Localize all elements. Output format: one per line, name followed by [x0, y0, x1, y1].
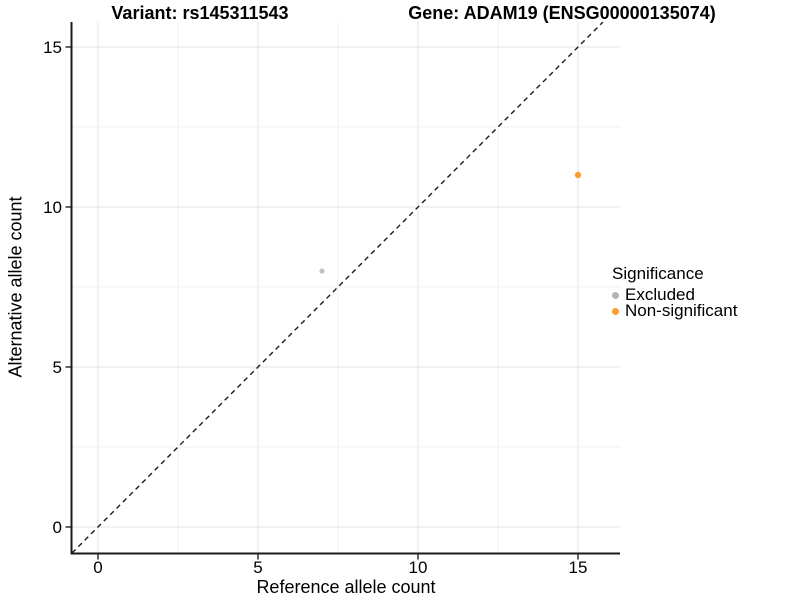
legend-item-label: Non-significant: [625, 301, 738, 320]
legend: Significance Excluded Non-significant: [612, 264, 738, 320]
legend-item-non-significant: Non-significant: [612, 301, 738, 320]
y-tick-label: 10: [43, 198, 62, 217]
legend-dot-icon: [612, 307, 619, 315]
legend-item-excluded: Excluded: [612, 285, 737, 304]
y-tick-label: 5: [53, 358, 62, 377]
legend-item-label: Excluded: [625, 285, 695, 304]
legend-title: Significance: [612, 264, 704, 283]
x-axis-title: Reference allele count: [256, 577, 436, 597]
identity-line: [72, 22, 604, 553]
legend-dot-icon: [612, 291, 619, 299]
x-tick-label: 10: [409, 558, 428, 577]
x-tick-label: 0: [93, 558, 102, 577]
legend-items: Excluded Non-significant: [612, 285, 738, 320]
data-point-non-significant: [574, 171, 582, 179]
y-tick-label: 0: [53, 518, 62, 537]
y-axis-title: Alternative allele count: [5, 196, 26, 378]
data-point-excluded: [319, 268, 325, 274]
x-tick-label: 5: [253, 558, 262, 577]
plot-title-variant: Variant: rs145311543: [111, 3, 289, 23]
plot-title-gene: Gene: ADAM19 (ENSG00000135074): [408, 3, 716, 23]
y-tick-label: 15: [43, 38, 62, 57]
x-tick-label: 15: [569, 558, 588, 577]
